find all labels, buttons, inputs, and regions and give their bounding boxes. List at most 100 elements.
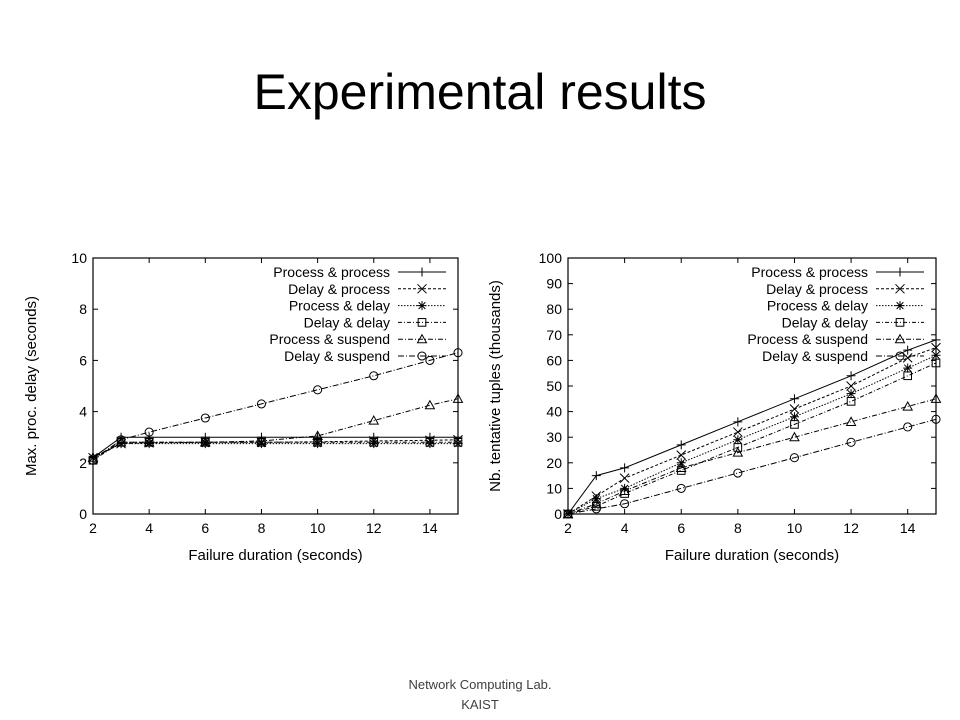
data-point-delay-suspend bbox=[591, 504, 601, 514]
data-point-process-process bbox=[733, 417, 743, 427]
series-process-suspend bbox=[562, 393, 942, 519]
legend-marker-process-delay bbox=[895, 301, 905, 311]
series-process-process bbox=[563, 335, 941, 519]
data-point-process-suspend bbox=[312, 430, 323, 441]
data-point-process-process bbox=[931, 335, 941, 345]
x-tick-label: 10 bbox=[310, 520, 326, 536]
legend-label-process-suspend: Process & suspend bbox=[747, 331, 868, 347]
legend-marker-delay-suspend bbox=[895, 351, 905, 361]
y-axis-label: Nb. tentative tuples (thousands) bbox=[487, 280, 504, 492]
y-tick-label: 8 bbox=[79, 301, 87, 317]
y-tick-label: 50 bbox=[546, 378, 562, 394]
x-tick-label: 14 bbox=[422, 520, 438, 536]
series-process-delay bbox=[563, 350, 941, 519]
x-tick-label: 8 bbox=[734, 520, 742, 536]
series-line-process-suspend bbox=[92, 398, 459, 459]
data-point-delay-suspend bbox=[256, 399, 267, 409]
data-point-delay-delay bbox=[733, 443, 743, 452]
data-point-delay-suspend bbox=[676, 483, 686, 493]
legend-marker-delay-suspend bbox=[417, 351, 427, 361]
data-point-process-delay bbox=[846, 389, 856, 399]
x-tick-label: 14 bbox=[900, 520, 916, 536]
data-point-process-suspend bbox=[619, 485, 630, 496]
data-point-delay-suspend bbox=[116, 435, 126, 445]
data-point-process-process bbox=[789, 394, 799, 404]
data-point-delay-suspend bbox=[453, 348, 463, 358]
data-point-delay-process bbox=[846, 381, 856, 391]
data-point-process-delay bbox=[931, 350, 941, 360]
data-point-delay-delay bbox=[790, 420, 799, 429]
series-line-process-delay bbox=[567, 354, 937, 515]
data-point-delay-process bbox=[676, 450, 687, 460]
series-delay-process bbox=[88, 434, 463, 463]
y-tick-label: 60 bbox=[546, 352, 562, 368]
legend-marker-delay-delay bbox=[895, 318, 905, 327]
legend-marker-process-process bbox=[417, 267, 427, 277]
data-point-delay-suspend bbox=[563, 509, 573, 519]
data-point-delay-delay bbox=[257, 437, 266, 447]
x-tick-label: 8 bbox=[258, 520, 266, 536]
data-point-process-delay bbox=[425, 439, 435, 449]
x-tick-label: 2 bbox=[564, 520, 572, 536]
data-point-delay-delay bbox=[846, 397, 856, 406]
data-point-delay-suspend bbox=[200, 413, 210, 423]
series-line-process-process bbox=[567, 339, 937, 515]
legend-label-process-process: Process & process bbox=[273, 264, 390, 280]
y-tick-label: 20 bbox=[546, 455, 562, 471]
data-point-delay-delay bbox=[369, 437, 379, 447]
y-tick-label: 2 bbox=[79, 455, 87, 471]
data-point-delay-suspend bbox=[931, 414, 941, 424]
data-point-process-suspend bbox=[930, 393, 942, 403]
footer-lab-name: Network Computing Lab. bbox=[408, 677, 552, 692]
data-point-process-suspend bbox=[732, 447, 744, 457]
data-point-process-suspend bbox=[590, 498, 602, 508]
data-point-process-suspend bbox=[368, 415, 380, 425]
x-tick-label: 2 bbox=[89, 520, 97, 536]
series-delay-process bbox=[563, 342, 941, 519]
y-tick-label: 10 bbox=[71, 250, 87, 266]
y-tick-label: 100 bbox=[539, 250, 563, 266]
data-point-process-delay bbox=[903, 363, 913, 373]
y-tick-label: 80 bbox=[546, 301, 562, 317]
data-point-delay-process bbox=[902, 352, 913, 363]
data-point-delay-process bbox=[789, 404, 800, 414]
data-point-process-suspend bbox=[199, 436, 211, 447]
series-process-suspend bbox=[87, 393, 464, 462]
data-point-delay-suspend bbox=[425, 355, 435, 365]
data-point-delay-delay bbox=[453, 437, 463, 447]
data-point-delay-suspend bbox=[144, 427, 154, 437]
data-point-delay-suspend bbox=[789, 453, 800, 463]
legend-label-process-delay: Process & delay bbox=[767, 298, 868, 314]
y-tick-label: 6 bbox=[79, 352, 87, 368]
legend-label-process-suspend: Process & suspend bbox=[269, 331, 390, 347]
data-point-delay-suspend bbox=[369, 371, 379, 381]
legend-marker-delay-process bbox=[895, 283, 905, 294]
x-tick-label: 12 bbox=[843, 520, 859, 536]
data-point-process-delay bbox=[313, 439, 323, 449]
data-point-process-suspend bbox=[143, 436, 155, 447]
y-axis-label: Max. proc. delay (seconds) bbox=[23, 296, 40, 476]
series-line-delay-suspend bbox=[567, 418, 937, 515]
legend-marker-process-process bbox=[895, 267, 905, 277]
data-point-process-delay bbox=[620, 483, 630, 493]
data-point-process-delay bbox=[200, 439, 210, 449]
y-tick-label: 0 bbox=[79, 506, 87, 522]
data-point-delay-process bbox=[619, 473, 630, 484]
data-point-delay-suspend bbox=[903, 422, 913, 432]
data-point-delay-delay bbox=[903, 371, 913, 381]
series-delay-suspend bbox=[563, 414, 941, 519]
data-point-process-delay bbox=[733, 435, 743, 445]
legend-label-process-process: Process & process bbox=[751, 264, 868, 280]
data-point-delay-delay bbox=[313, 437, 322, 447]
data-point-process-suspend bbox=[675, 462, 687, 473]
data-point-process-suspend bbox=[845, 416, 857, 426]
legend-label-delay-process: Delay & process bbox=[766, 281, 868, 297]
x-tick-label: 4 bbox=[621, 520, 629, 536]
legend-marker-process-delay bbox=[417, 301, 427, 311]
x-tick-label: 4 bbox=[145, 520, 153, 536]
y-tick-label: 40 bbox=[546, 404, 562, 420]
series-line-process-suspend bbox=[567, 398, 937, 515]
